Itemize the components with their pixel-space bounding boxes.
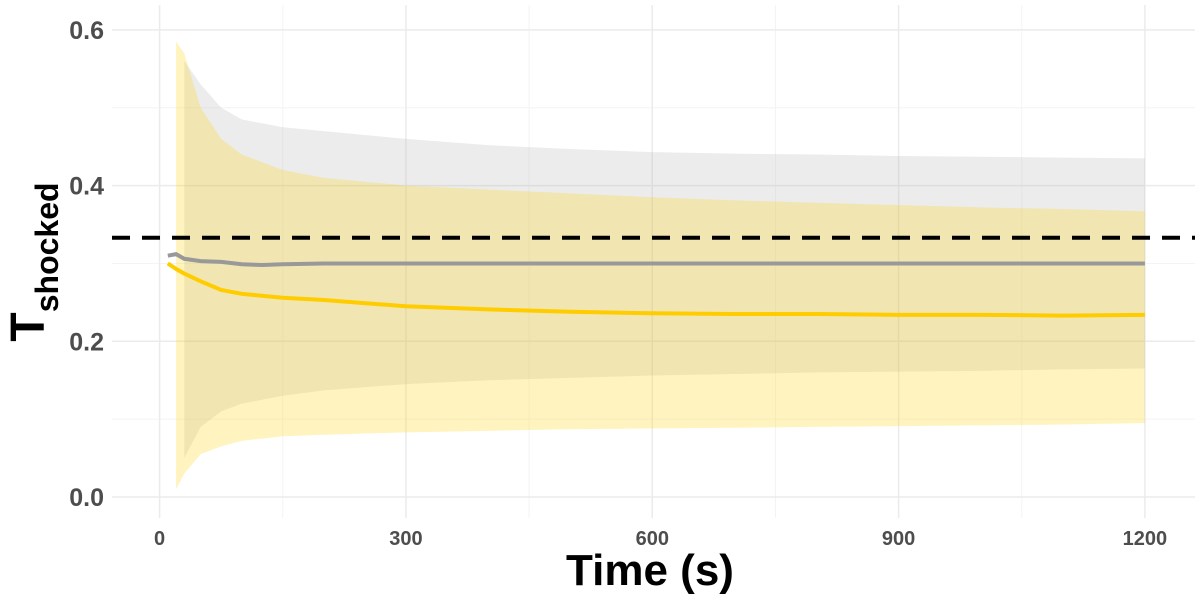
y-axis-title-subscript: shocked [29,182,65,312]
y-axis-title: Tshocked [2,182,65,341]
y-axis-title-main: T [2,312,55,341]
x-tick-label: 300 [389,528,422,550]
y-tick-label: 0.4 [69,173,104,201]
y-tick-label: 0.6 [69,17,104,45]
x-axis-title: Time (s) [566,546,734,595]
x-tick-label: 600 [636,528,669,550]
y-tick-label: 0.2 [69,328,104,356]
line [167,252,1145,268]
x-tick-label: 0 [154,528,165,550]
line [166,261,1145,318]
x-tick-label: 900 [882,528,915,550]
y-tick-label: 0.0 [69,484,104,512]
y-axis-title-group: Tshocked [2,182,65,341]
x-tick-label: 1200 [1123,528,1168,550]
ribbon [184,61,1145,459]
